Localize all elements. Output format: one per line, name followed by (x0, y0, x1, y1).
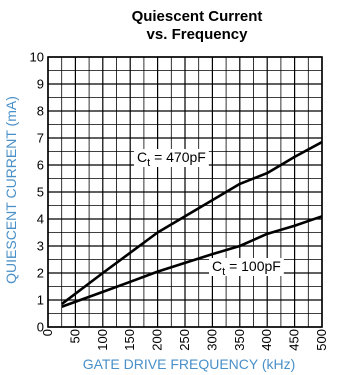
x-tick-label: 200 (150, 329, 165, 351)
x-tick-label: 250 (177, 329, 192, 351)
y-axis-label: QUIESCENT CURRENT (mA) (3, 96, 19, 284)
y-tick-labels: 0 1 2 3 4 5 6 7 8 9 10 (30, 50, 44, 335)
x-tick-label: 450 (287, 329, 302, 351)
series-line-0 (60, 140, 323, 306)
series-lines (60, 140, 323, 308)
x-tick-label: 50 (67, 329, 82, 343)
y-tick-label: 8 (37, 104, 44, 119)
x-tick-labels: 0 50 100 150 200 250 300 350 400 450 500 (40, 329, 329, 351)
y-tick-label: 9 (37, 77, 44, 92)
y-tick-label: 5 (37, 185, 44, 200)
chart-title: Quiescent Current (132, 8, 263, 25)
y-tick-label: 0 (37, 320, 44, 335)
series-label-bg (209, 258, 284, 276)
x-tick-label: 500 (314, 329, 329, 351)
x-tick-label: 100 (95, 329, 110, 351)
x-tick-label: 400 (259, 329, 274, 351)
y-tick-label: 2 (37, 266, 44, 281)
y-tick-label: 4 (37, 212, 44, 227)
series-label-1: Ct = 100pF (212, 258, 281, 278)
x-axis-label: GATE DRIVE FREQUENCY (kHz) (83, 356, 296, 372)
series-labels: Ct = 470pF Ct = 100pF (134, 149, 284, 278)
y-tick-label: 10 (30, 50, 44, 65)
y-tick-label: 6 (37, 158, 44, 173)
x-tick-label: 350 (232, 329, 247, 351)
plot-frame (47, 56, 323, 328)
x-tick-label: 150 (122, 329, 137, 351)
y-tick-label: 7 (37, 131, 44, 146)
chart-subtitle: vs. Frequency (147, 26, 249, 43)
series-label-bg (134, 149, 209, 167)
y-tick-label: 1 (37, 293, 44, 308)
x-tick-label: 0 (40, 329, 55, 336)
series-label-0: Ct = 470pF (137, 149, 206, 169)
grid (47, 56, 323, 328)
x-tick-label: 300 (204, 329, 219, 351)
y-tick-label: 3 (37, 239, 44, 254)
series-line-1 (61, 215, 323, 308)
